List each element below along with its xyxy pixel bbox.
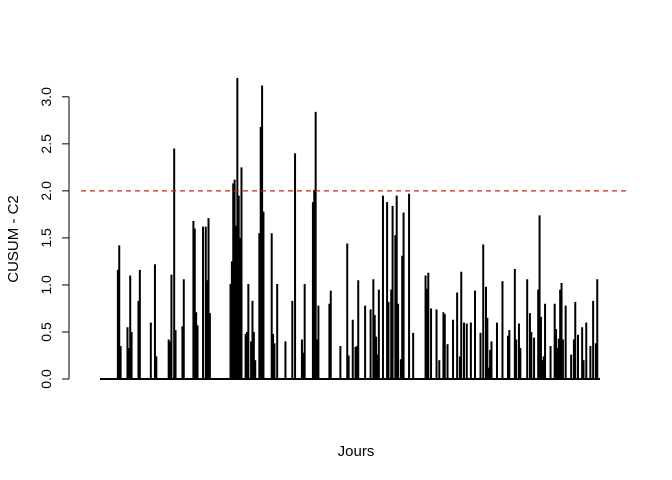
y-tick-label: 0.0 (38, 369, 54, 389)
bar-series (100, 78, 600, 380)
y-axis: 0.0 0.5 1.0 1.5 2.0 2.5 3.0 (38, 87, 70, 389)
y-tick-label: 1.0 (38, 275, 54, 295)
y-axis-title: CUSUM - C2 (5, 195, 22, 283)
y-tick-label: 3.0 (38, 87, 54, 107)
y-tick-label: 2.5 (38, 134, 54, 154)
y-tick-label: 0.5 (38, 322, 54, 342)
y-tick-label: 1.5 (38, 228, 54, 248)
y-tick-label: 2.0 (38, 181, 54, 201)
x-axis-title: Jours (338, 443, 375, 460)
